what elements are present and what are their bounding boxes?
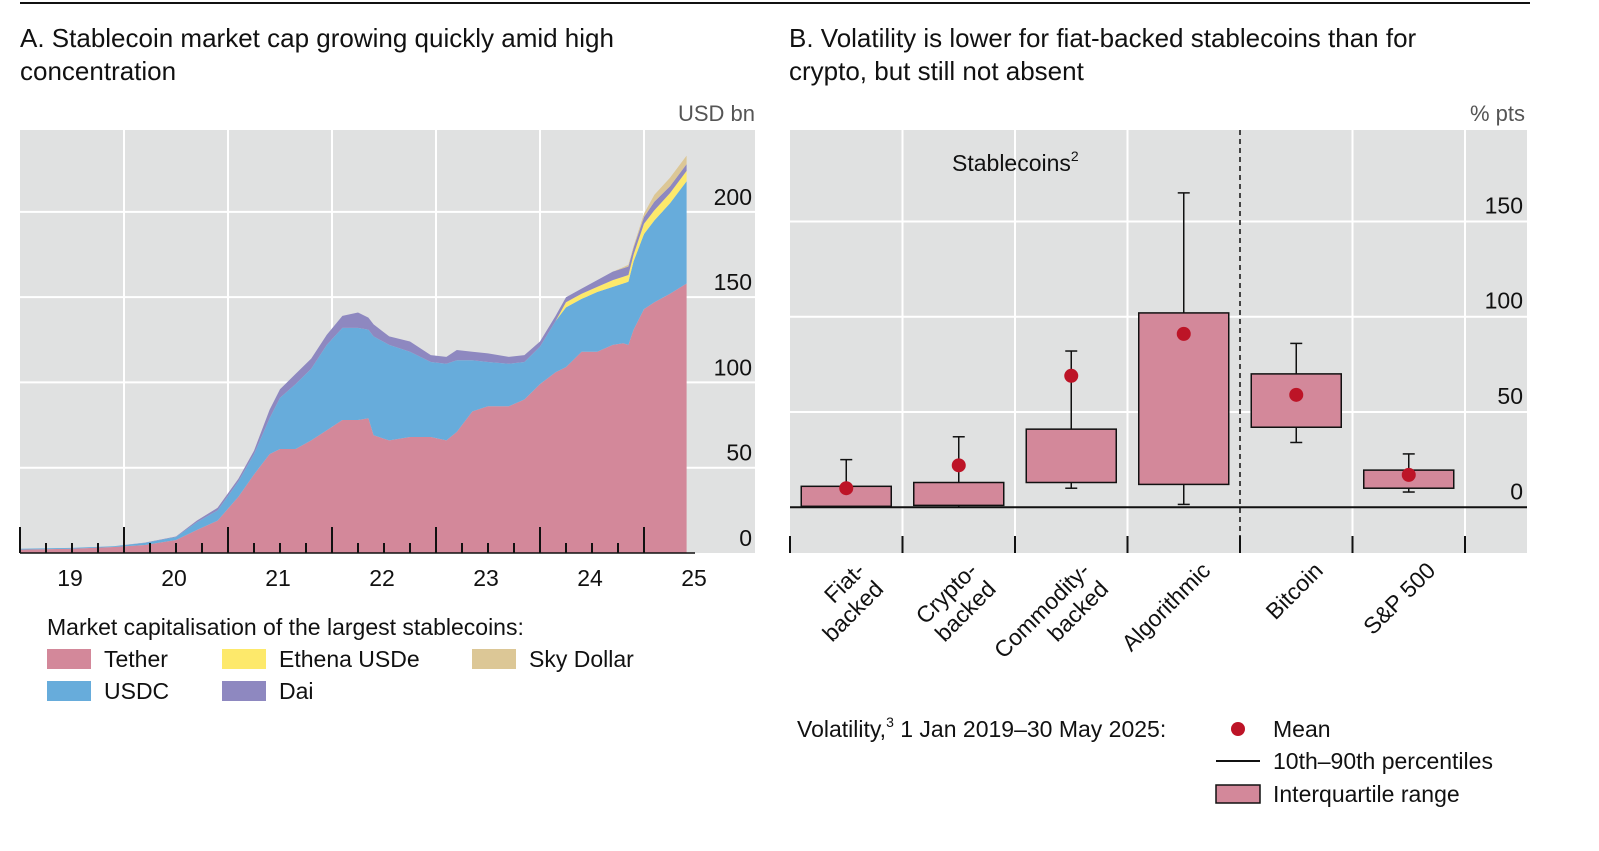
category-label: Crypto-backed	[911, 557, 1001, 647]
category-label-line: Algorithmic	[1116, 557, 1215, 656]
panel-a-y-tick-labels: 0 50 100 150 200	[714, 184, 752, 551]
mean-marker	[1176, 326, 1191, 341]
mean-marker	[839, 481, 854, 496]
legend-swatch	[47, 649, 91, 669]
legend-mean-marker	[1231, 722, 1245, 736]
legend-swatch	[47, 681, 91, 701]
panel-a-areas	[20, 155, 687, 553]
category-label-line: S&P 500	[1358, 557, 1440, 639]
category-label: Algorithmic	[1116, 557, 1215, 656]
legend-label: USDC	[104, 678, 169, 704]
x-tick-label: 25	[681, 565, 707, 591]
panel-b-y-tick-labels: 0 50 100 150	[1485, 192, 1523, 504]
panel-a-title-line2: concentration	[20, 56, 176, 86]
y-tick-label: 100	[714, 354, 752, 380]
legend-swatch	[472, 649, 516, 669]
legend-swatch	[222, 681, 266, 701]
panel-b-title-line1: B. Volatility is lower for fiat-backed s…	[789, 23, 1417, 53]
panel-b-grid	[789, 130, 1527, 553]
x-tick-label: 19	[57, 565, 83, 591]
area-usdc	[20, 181, 687, 550]
panel-a-legend: Tether Ethena USDe Sky Dollar USDC Dai	[47, 646, 634, 704]
mean-marker	[1064, 368, 1079, 383]
legend-swatch	[222, 649, 266, 669]
category-label: Bitcoin	[1261, 557, 1328, 624]
legend-mean-label: Mean	[1273, 716, 1331, 742]
panel-b-boxes	[790, 192, 1527, 509]
y-tick-label: 50	[1497, 383, 1523, 409]
interquartile-box	[1138, 312, 1230, 486]
legend-label: Dai	[279, 678, 314, 704]
panel-b-legend-title: Volatility,3 1 Jan 2019–30 May 2025:	[797, 714, 1166, 742]
y-tick-label: 100	[1485, 288, 1523, 314]
panel-b-unit: % pts	[1470, 101, 1525, 126]
stablecoins-group-label: Stablecoins2	[952, 148, 1079, 176]
panel-a-title-line1: A. Stablecoin market cap growing quickly…	[20, 23, 614, 53]
x-tick-label: 24	[577, 565, 603, 591]
x-tick-label: 23	[473, 565, 499, 591]
legend-label: Ethena USDe	[279, 646, 420, 672]
x-tick-label: 22	[369, 565, 395, 591]
mean-marker	[1401, 467, 1416, 482]
y-tick-label: 0	[1510, 478, 1523, 504]
x-tick-label: 20	[161, 565, 187, 591]
panel-a-legend-title: Market capitalisation of the largest sta…	[47, 614, 524, 640]
panel-a-unit: USD bn	[678, 101, 755, 126]
y-tick-label: 150	[1485, 192, 1523, 218]
panel-b-title-line2: crypto, but still not absent	[789, 56, 1085, 86]
interquartile-box	[913, 481, 1005, 507]
category-label: Commodity-backed	[989, 557, 1113, 681]
interquartile-box	[1025, 428, 1117, 484]
panel-b-category-labels: Fiat-backed Crypto-backedCommodity-backed…	[799, 557, 1440, 681]
legend-label: Tether	[104, 646, 168, 672]
legend-box-marker	[1215, 784, 1261, 804]
panel-a-x-tick-labels: 19 20 21 22 23 24 25	[57, 565, 707, 591]
y-tick-label: 0	[739, 525, 752, 551]
y-tick-label: 50	[726, 440, 752, 466]
y-tick-label: 200	[714, 184, 752, 210]
mean-marker	[1289, 387, 1304, 402]
legend-box-label: Interquartile range	[1273, 781, 1460, 807]
area-tether	[20, 283, 687, 553]
legend-label: Sky Dollar	[529, 646, 634, 672]
y-tick-label: 150	[714, 269, 752, 295]
mean-marker	[951, 458, 966, 473]
x-tick-label: 21	[265, 565, 291, 591]
category-label: S&P 500	[1358, 557, 1440, 639]
panel-a-axis	[19, 527, 695, 554]
category-label: Fiat-backed	[799, 557, 888, 646]
legend-whisker-label: 10th–90th percentiles	[1273, 748, 1493, 774]
category-label-line: Bitcoin	[1261, 557, 1328, 624]
